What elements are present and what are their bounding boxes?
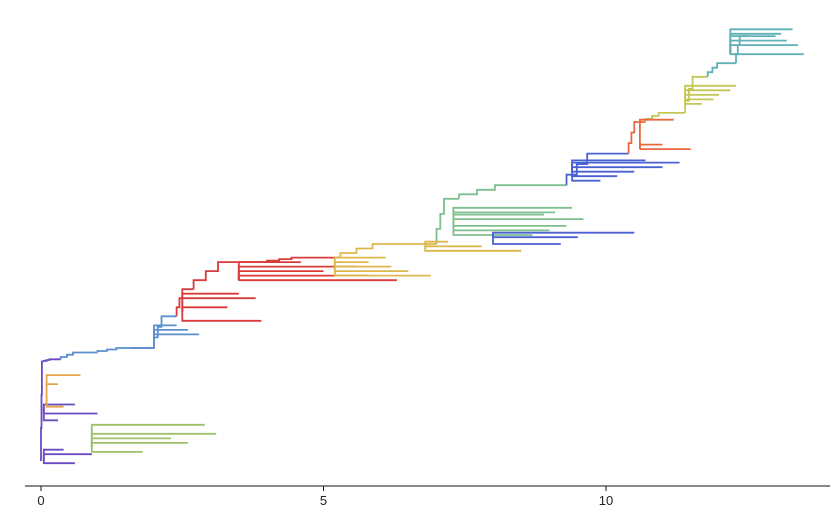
clade-10-branch-0 <box>492 231 635 235</box>
backbone-branch-13 <box>644 112 686 122</box>
clade-12-branch-2 <box>639 118 674 150</box>
backbone-branch-8 <box>339 243 437 258</box>
clade-6-branch-4 <box>237 261 301 281</box>
backbone-branch-15 <box>706 62 736 77</box>
tree-branches <box>40 28 804 465</box>
clade-3-branch-0 <box>90 423 205 448</box>
clade-9-branch-1 <box>452 221 567 227</box>
backbone-branch-10 <box>458 184 567 199</box>
clade-9-branch-0 <box>452 218 584 222</box>
backbone-branch-6 <box>192 261 267 290</box>
backbone-branch-4 <box>153 315 177 348</box>
clade-3-branch-3 <box>90 447 143 453</box>
clade-4-branch-0 <box>153 333 200 339</box>
clade-9-branch-6 <box>452 206 573 222</box>
clade-8-branch-2 <box>424 240 448 249</box>
clade-13-branch-4 <box>684 84 736 95</box>
clade-11-branch-5 <box>571 159 646 172</box>
backbone-branch-0 <box>40 360 44 461</box>
backbone-branch-7 <box>266 256 341 263</box>
clade-5-branch-3 <box>181 292 239 312</box>
clade-13-branch-3 <box>684 94 702 105</box>
clade-14-branch-5 <box>729 32 782 55</box>
x-tick-label: 0 <box>37 493 44 508</box>
clade-7-branch-4 <box>333 256 386 272</box>
clade-9-branch-4 <box>452 213 544 222</box>
backbone-branch-3 <box>96 347 154 353</box>
clade-1-branch-0 <box>42 461 75 465</box>
clade-4-branch-3 <box>131 338 155 349</box>
backbone-branch-5 <box>175 288 194 317</box>
clade-1-branch-1 <box>42 453 92 461</box>
backbone-branch-9 <box>435 197 460 244</box>
clade-3-branch-4 <box>90 437 171 448</box>
backbone-branch-1 <box>42 358 61 362</box>
clade-9-branch-3 <box>452 221 533 236</box>
x-tick-label: 5 <box>320 493 327 508</box>
clade-1-branch-2 <box>42 448 64 461</box>
clade-11-branch-4 <box>571 171 601 182</box>
backbone-branch-2 <box>59 351 98 360</box>
clade-4-branch-2 <box>153 324 177 339</box>
clade-14-branch-2 <box>729 39 787 55</box>
clade-5-branch-0 <box>181 311 262 322</box>
clade-10-branch-2 <box>492 235 561 245</box>
clade-14-branch-1 <box>729 44 799 55</box>
clade-6-branch-3 <box>237 265 358 281</box>
backbone-branch-11 <box>565 152 629 186</box>
clade-3-branch-1 <box>90 432 217 448</box>
clade-2-branch-0 <box>45 393 64 408</box>
clade-5-branch-2 <box>181 297 256 312</box>
clade-5-branch-1 <box>181 306 228 312</box>
x-axis: 0 5 10 <box>25 485 830 508</box>
clade-0-branch-1 <box>42 406 98 415</box>
x-tick-label: 10 <box>599 493 613 508</box>
x-axis-ticks: 0 5 10 <box>37 486 613 508</box>
clade-8-branch-1 <box>424 245 482 249</box>
clade-3-branch-2 <box>90 441 188 448</box>
clade-7-branch-0 <box>333 271 431 277</box>
clade-8-branch-0 <box>424 248 522 252</box>
clade-2-branch-2 <box>45 383 58 394</box>
backbone-branch-12 <box>627 121 646 154</box>
